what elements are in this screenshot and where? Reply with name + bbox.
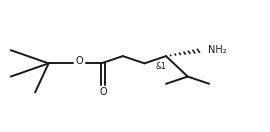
Text: O: O	[99, 87, 107, 97]
Text: NH₂: NH₂	[208, 45, 227, 55]
Text: &1: &1	[156, 62, 167, 70]
Text: O: O	[76, 56, 83, 66]
